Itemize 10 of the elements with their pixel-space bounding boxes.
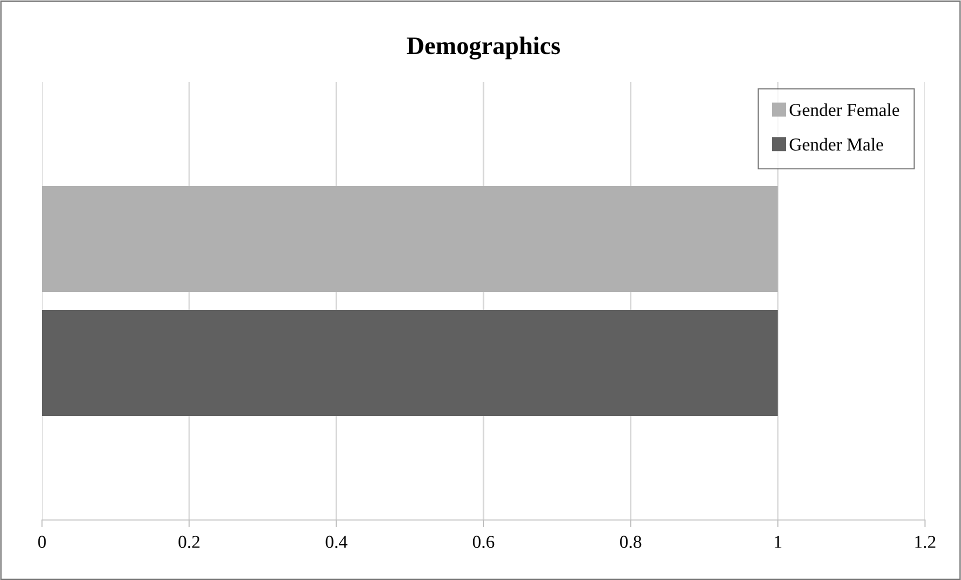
chart-title: Demographics: [406, 36, 560, 60]
legend-label: Gender Male: [790, 138, 884, 151]
x-tick-label: 1: [774, 536, 782, 548]
x-tick-label: 0.8: [620, 536, 642, 548]
x-tick-label: 1.2: [915, 536, 936, 548]
x-tick-label: 0.4: [326, 536, 348, 548]
x-tick-label: 0.2: [178, 536, 200, 548]
x-tick-label: 0.6: [472, 536, 494, 548]
x-tick-label: 0: [38, 536, 46, 548]
legend-label: Gender Female: [790, 103, 900, 116]
